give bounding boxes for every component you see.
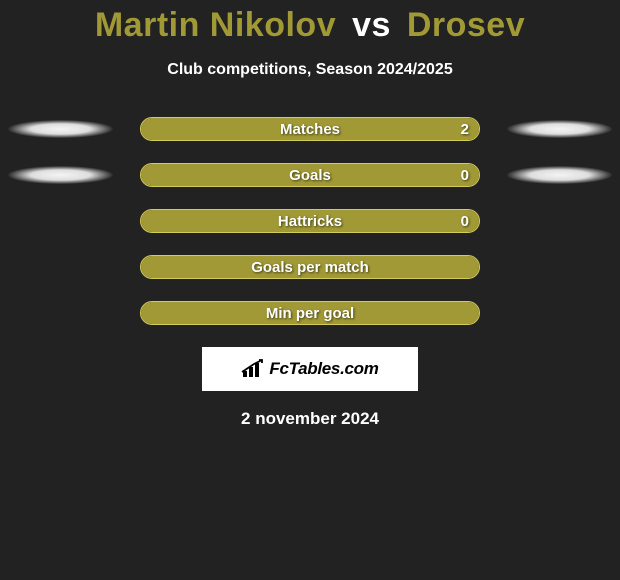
stat-bar: Hattricks0 (140, 209, 480, 233)
date-label: 2 november 2024 (0, 409, 620, 429)
ellipse-shadow-left (8, 120, 113, 138)
stat-label: Hattricks (141, 210, 479, 232)
stat-label: Min per goal (141, 302, 479, 324)
stat-bar: Goals0 (140, 163, 480, 187)
title-player2: Drosev (407, 6, 525, 44)
stat-row: Matches2 (0, 117, 620, 141)
stats-list: Matches2Goals0Hattricks0Goals per matchM… (0, 117, 620, 325)
fctables-bars-icon (241, 359, 265, 379)
stat-value: 0 (461, 164, 469, 186)
stat-label: Goals per match (141, 256, 479, 278)
logo-box[interactable]: FcTables.com (202, 347, 418, 391)
logo-text: FcTables.com (269, 359, 378, 379)
stat-bar: Goals per match (140, 255, 480, 279)
page-title: Martin Nikolov vs Drosev (0, 0, 620, 45)
stat-row: Goals0 (0, 163, 620, 187)
ellipse-shadow-left (8, 166, 113, 184)
title-vs: vs (352, 6, 391, 44)
ellipse-shadow-right (507, 166, 612, 184)
stat-label: Matches (141, 118, 479, 140)
ellipse-shadow-right (507, 120, 612, 138)
subtitle: Club competitions, Season 2024/2025 (0, 61, 620, 79)
stat-row: Hattricks0 (0, 209, 620, 233)
title-player1: Martin Nikolov (95, 6, 336, 44)
stat-value: 0 (461, 210, 469, 232)
stat-value: 2 (461, 118, 469, 140)
stat-row: Min per goal (0, 301, 620, 325)
stat-row: Goals per match (0, 255, 620, 279)
stat-bar: Min per goal (140, 301, 480, 325)
stat-label: Goals (141, 164, 479, 186)
stat-bar: Matches2 (140, 117, 480, 141)
infographic-container: Martin Nikolov vs Drosev Club competitio… (0, 0, 620, 429)
